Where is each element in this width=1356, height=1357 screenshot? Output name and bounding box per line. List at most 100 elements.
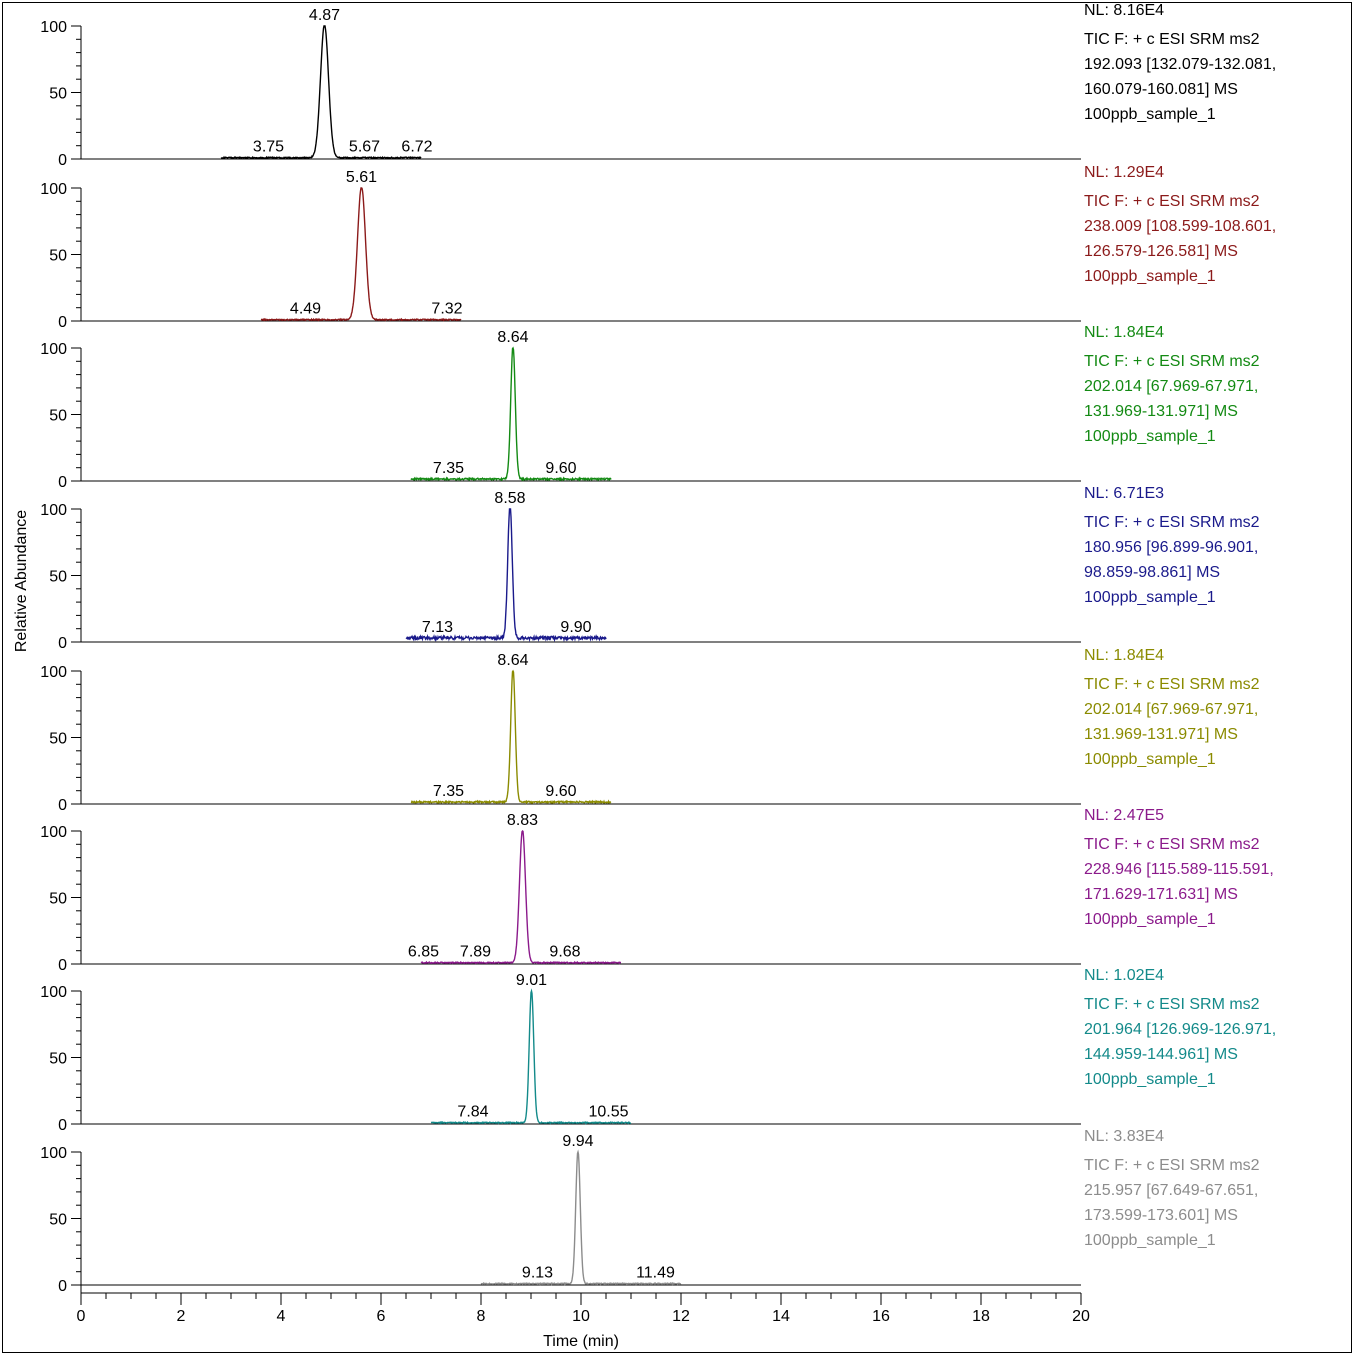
scan-description-line: 100ppb_sample_1 <box>1084 589 1216 606</box>
y-tick-label: 0 <box>58 314 67 331</box>
retention-time-label: 4.49 <box>290 301 321 318</box>
nl-label: NL: 8.16E4 <box>1084 3 1164 19</box>
y-tick-label: 100 <box>40 181 67 198</box>
retention-time-label: 7.35 <box>433 460 464 477</box>
chromatogram-trace <box>410 346 612 482</box>
retention-time-label: 5.67 <box>349 139 380 156</box>
y-tick-label: 0 <box>58 474 67 491</box>
nl-label: NL: 1.02E4 <box>1084 967 1164 984</box>
y-tick-label: 0 <box>58 152 67 169</box>
scan-description-line: TIC F: + c ESI SRM ms2 <box>1084 1157 1260 1174</box>
retention-time-label: 7.35 <box>433 783 464 800</box>
y-tick-label: 50 <box>49 891 67 908</box>
scan-description-line: 98.859-98.861] MS <box>1084 564 1220 581</box>
nl-label: NL: 1.84E4 <box>1084 324 1164 341</box>
y-tick-label: 100 <box>40 1145 67 1162</box>
scan-description-line: 131.969-131.971] MS <box>1084 403 1238 420</box>
x-tick-label: 4 <box>277 1308 286 1325</box>
y-tick-label: 100 <box>40 19 67 36</box>
scan-description-line: 126.579-126.581] MS <box>1084 243 1238 260</box>
scan-description-line: 173.599-173.601] MS <box>1084 1207 1238 1224</box>
chromatogram-trace <box>410 669 612 805</box>
retention-time-label: 11.49 <box>636 1265 675 1282</box>
scan-description-line: TIC F: + c ESI SRM ms2 <box>1084 996 1260 1013</box>
scan-description-line: 192.093 [132.079-132.081, <box>1084 56 1276 73</box>
scan-description-line: 131.969-131.971] MS <box>1084 726 1238 743</box>
y-tick-label: 50 <box>49 248 67 265</box>
y-tick-label: 100 <box>40 984 67 1001</box>
chromatogram-trace <box>260 187 462 322</box>
retention-time-label: 9.68 <box>549 944 580 961</box>
x-tick-label: 10 <box>572 1308 590 1325</box>
scan-description-line: 238.009 [108.599-108.601, <box>1084 218 1276 235</box>
retention-time-label: 6.72 <box>401 139 432 156</box>
nl-label: NL: 3.83E4 <box>1084 1128 1164 1145</box>
scan-description-line: 100ppb_sample_1 <box>1084 1232 1216 1249</box>
y-tick-label: 50 <box>49 1212 67 1229</box>
x-tick-label: 16 <box>872 1308 890 1325</box>
y-tick-label: 0 <box>58 797 67 814</box>
x-tick-label: 14 <box>772 1308 790 1325</box>
y-tick-label: 50 <box>49 1051 67 1068</box>
x-tick-label: 8 <box>477 1308 486 1325</box>
peak-label: 4.87 <box>309 7 340 24</box>
scan-description-line: TIC F: + c ESI SRM ms2 <box>1084 836 1260 853</box>
retention-time-label: 7.32 <box>431 301 462 318</box>
y-tick-label: 0 <box>58 957 67 974</box>
y-tick-label: 100 <box>40 664 67 681</box>
retention-time-label: 6.85 <box>408 944 439 961</box>
x-tick-label: 6 <box>377 1308 386 1325</box>
x-axis-title: Time (min) <box>543 1333 619 1350</box>
scan-description-line: TIC F: + c ESI SRM ms2 <box>1084 353 1260 370</box>
scan-description-line: 100ppb_sample_1 <box>1084 106 1216 123</box>
nl-label: NL: 1.29E4 <box>1084 164 1164 181</box>
retention-time-label: 9.60 <box>545 460 576 477</box>
chromatogram-trace <box>430 988 632 1125</box>
nl-label: NL: 1.84E4 <box>1084 647 1164 664</box>
chromatogram-trace <box>405 508 607 643</box>
y-tick-label: 100 <box>40 341 67 358</box>
y-tick-label: 100 <box>40 502 67 519</box>
peak-label: 8.64 <box>497 652 528 669</box>
scan-description-line: 228.946 [115.589-115.591, <box>1084 861 1274 878</box>
scan-description-line: TIC F: + c ESI SRM ms2 <box>1084 31 1260 48</box>
scan-description-line: TIC F: + c ESI SRM ms2 <box>1084 676 1260 693</box>
scan-description-line: 144.959-144.961] MS <box>1084 1046 1238 1063</box>
scan-description-line: 100ppb_sample_1 <box>1084 911 1216 928</box>
x-tick-label: 20 <box>1072 1308 1090 1325</box>
scan-description-line: 100ppb_sample_1 <box>1084 751 1216 768</box>
y-tick-label: 0 <box>58 1117 67 1134</box>
scan-description-line: 202.014 [67.969-67.971, <box>1084 701 1258 718</box>
y-tick-label: 100 <box>40 824 67 841</box>
x-tick-label: 2 <box>177 1308 186 1325</box>
peak-label: 9.01 <box>516 972 547 989</box>
scan-description-line: 100ppb_sample_1 <box>1084 268 1216 285</box>
x-tick-label: 18 <box>972 1308 990 1325</box>
peak-label: 8.64 <box>497 329 528 346</box>
scan-description-line: TIC F: + c ESI SRM ms2 <box>1084 514 1260 531</box>
retention-time-label: 9.60 <box>545 783 576 800</box>
retention-time-label: 10.55 <box>588 1104 628 1121</box>
scan-description-line: 201.964 [126.969-126.971, <box>1084 1021 1276 1038</box>
scan-description-line: TIC F: + c ESI SRM ms2 <box>1084 193 1260 210</box>
scan-description-line: 180.956 [96.899-96.901, <box>1084 539 1258 556</box>
y-tick-label: 0 <box>58 635 67 652</box>
y-tick-label: 0 <box>58 1278 67 1295</box>
retention-time-label: 9.90 <box>560 619 591 636</box>
peak-label: 8.58 <box>494 490 525 507</box>
retention-time-label: 3.75 <box>253 139 284 156</box>
scan-description-line: 171.629-171.631] MS <box>1084 886 1238 903</box>
chromatogram-trace <box>420 829 621 965</box>
retention-time-label: 7.84 <box>457 1104 488 1121</box>
chromatogram-trace <box>220 25 422 160</box>
scan-description-line: 215.957 [67.649-67.651, <box>1084 1182 1258 1199</box>
x-tick-label: 0 <box>77 1308 86 1325</box>
chromatogram-trace <box>480 1149 682 1286</box>
y-tick-label: 50 <box>49 86 67 103</box>
y-tick-label: 50 <box>49 408 67 425</box>
retention-time-label: 9.13 <box>522 1265 553 1282</box>
nl-label: NL: 2.47E5 <box>1084 807 1164 824</box>
peak-label: 8.83 <box>507 812 538 829</box>
